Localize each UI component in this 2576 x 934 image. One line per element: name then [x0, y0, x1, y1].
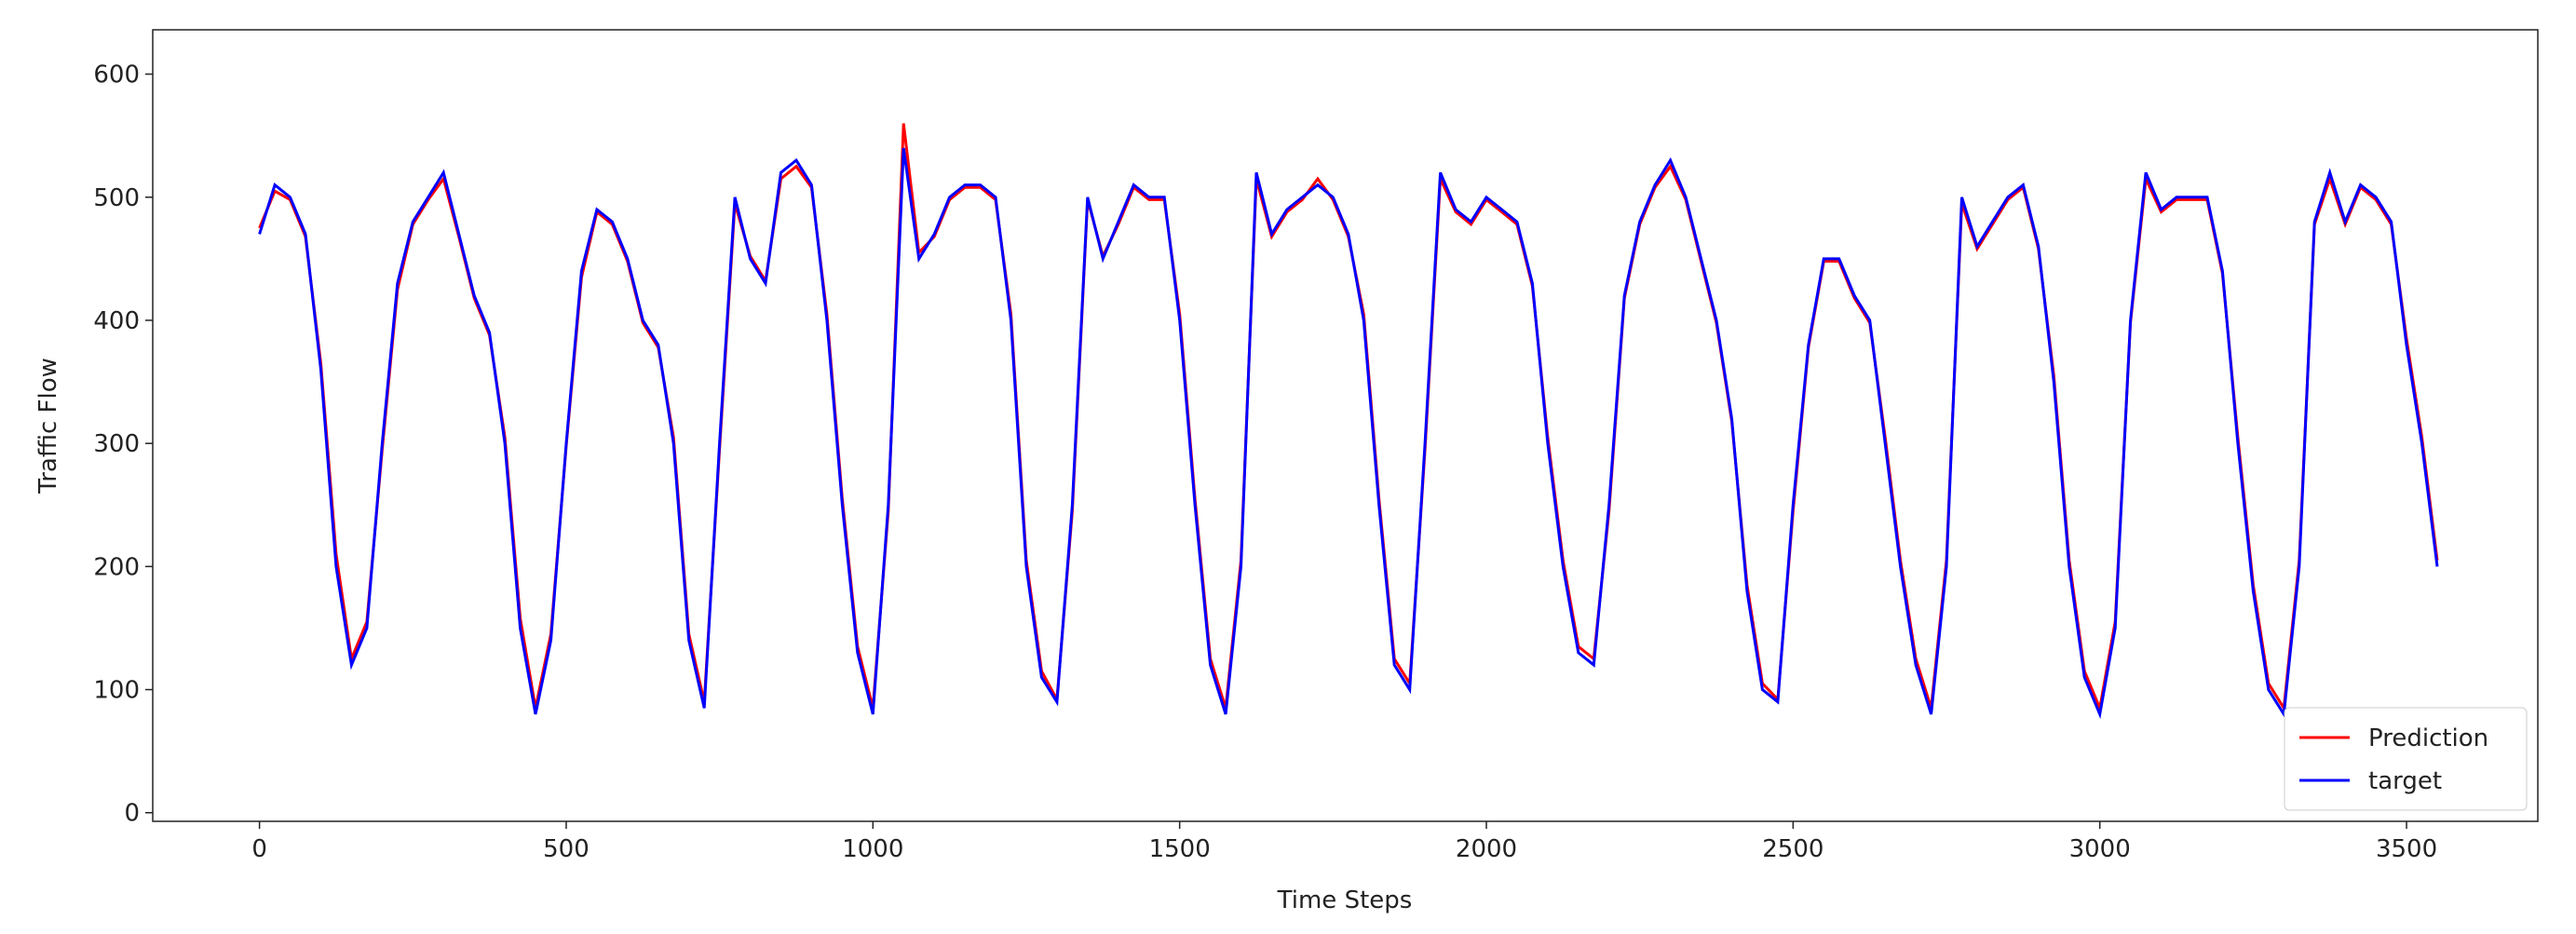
- y-tick-label: 400: [93, 307, 140, 335]
- y-tick-label: 200: [93, 553, 140, 581]
- y-tick-label: 100: [93, 677, 140, 705]
- y-tick-label: 0: [124, 800, 140, 828]
- x-tick-label: 500: [543, 835, 590, 863]
- x-axis-label: Time Steps: [1277, 887, 1413, 914]
- x-tick-label: 2000: [1456, 835, 1517, 863]
- y-axis-label: Traffic Flow: [34, 358, 62, 494]
- legend-box: [2284, 707, 2528, 811]
- legend-label: target: [2368, 767, 2442, 795]
- x-tick-label: 3000: [2069, 835, 2131, 863]
- x-tick-label: 3500: [2376, 835, 2437, 863]
- x-tick-label: 0: [251, 835, 267, 863]
- plot-frame: [152, 29, 2539, 822]
- x-tick-label: 1500: [1149, 835, 1211, 863]
- y-tick-label: 500: [93, 184, 140, 212]
- data-line: [258, 123, 2439, 713]
- legend-label: Prediction: [2368, 724, 2488, 752]
- y-tick-label: 600: [93, 61, 140, 89]
- data-line: [258, 147, 2439, 720]
- x-tick-label: 1000: [842, 835, 903, 863]
- x-tick-label: 2500: [1762, 835, 1824, 863]
- y-tick-label: 300: [93, 430, 140, 458]
